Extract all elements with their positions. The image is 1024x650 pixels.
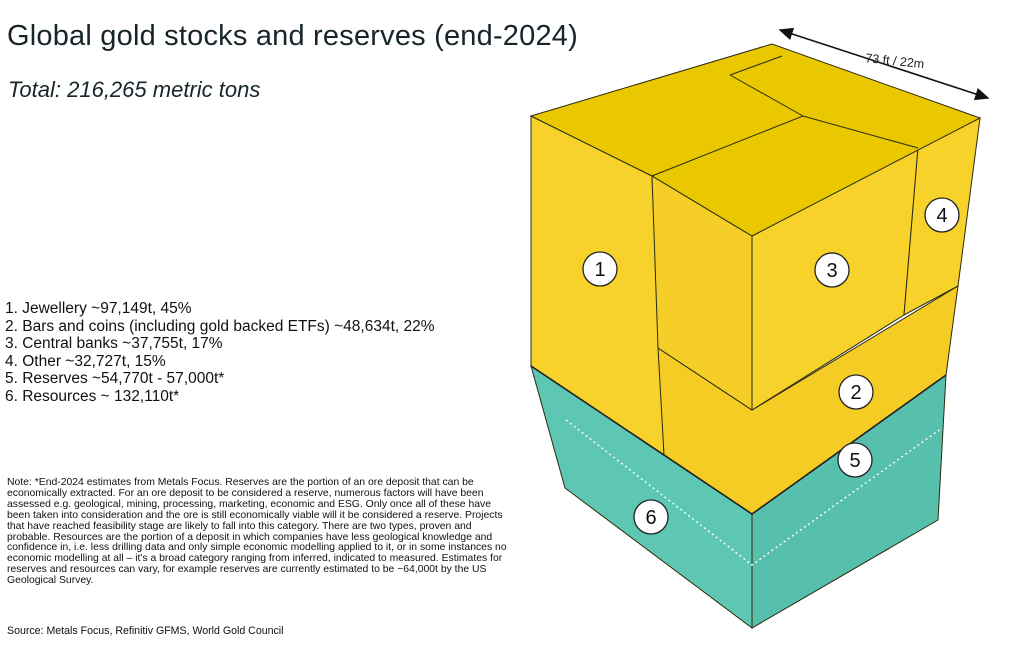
resources-divider — [565, 419, 943, 566]
marker-2: 2 — [838, 374, 874, 410]
top-face-partition-rear — [729, 74, 804, 117]
dimension-label: 73 ft / 22m — [865, 51, 925, 71]
svg-text:4: 4 — [936, 205, 947, 227]
svg-text:5: 5 — [849, 450, 860, 472]
legend-list: 1. Jewellery ~97,149t, 45% 2. Bars and c… — [5, 300, 435, 405]
dimension-arrow — [778, 27, 990, 101]
marker-3: 3 — [814, 252, 850, 288]
marker-1: 1 — [582, 251, 618, 287]
svg-text:3: 3 — [826, 260, 837, 282]
marker-6: 6 — [633, 499, 669, 535]
total-subtitle: Total: 216,265 metric tons — [8, 77, 261, 102]
source-line: Source: Metals Focus, Refinitiv GFMS, Wo… — [7, 625, 284, 637]
gold-bottom-edge — [530, 365, 947, 515]
marker-5: 5 — [837, 442, 873, 478]
legend-item-central-banks: 3. Central banks ~37,755t, 17% — [5, 335, 223, 352]
legend-item-resources: 6. Resources ~ 132,110t* — [5, 387, 180, 405]
svg-text:6: 6 — [645, 507, 656, 529]
legend-item-jewellery: 1. Jewellery ~97,149t, 45% — [5, 300, 192, 317]
footnote: Note: *End-2024 estimates from Metals Fo… — [7, 477, 507, 587]
top-face-partition-side — [729, 55, 783, 76]
legend-item-reserves: 5. Reserves ~54,770t - 57,000t* — [5, 370, 225, 387]
legend-item-bars-coins: 2. Bars and coins (including gold backed… — [5, 317, 435, 335]
top-face — [529, 43, 982, 237]
legend-item-other: 4. Other ~32,727t, 15% — [5, 352, 166, 370]
marker-4: 4 — [924, 197, 960, 233]
svg-text:2: 2 — [850, 382, 861, 404]
page-title: Global gold stocks and reserves (end-202… — [7, 20, 578, 52]
svg-text:1: 1 — [594, 259, 605, 281]
